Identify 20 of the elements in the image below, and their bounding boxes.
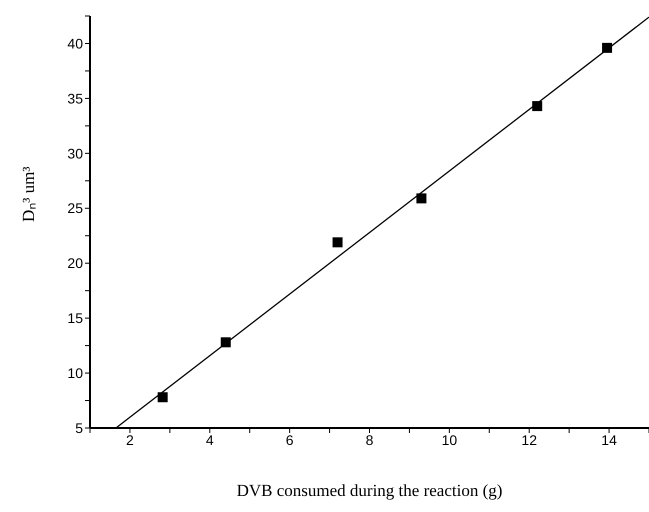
point bbox=[416, 193, 426, 204]
x-tick-label: 10 bbox=[442, 432, 458, 448]
x-tick-label: 8 bbox=[366, 432, 374, 448]
y-tick-label: 35 bbox=[67, 90, 84, 106]
y-tick-label: 5 bbox=[75, 420, 84, 436]
y-tick-label: 10 bbox=[67, 365, 84, 382]
y-tick-label: 30 bbox=[67, 145, 84, 162]
x-tick-label: 2 bbox=[126, 432, 134, 448]
y-tick-label: 25 bbox=[67, 200, 84, 216]
x-tick-label: 6 bbox=[286, 432, 294, 448]
x-axis-title: DVB consumed during the reaction (g) bbox=[236, 481, 502, 500]
y-tick-label: 40 bbox=[67, 35, 84, 52]
point bbox=[332, 237, 343, 248]
y-tick-label: 15 bbox=[67, 310, 84, 326]
x-tick-label: 14 bbox=[601, 432, 618, 448]
y-axis-title: Dₙ³ um³ bbox=[19, 166, 38, 222]
y-tick-label: 20 bbox=[67, 255, 84, 272]
x-tick-label: 12 bbox=[521, 432, 538, 448]
x-tick-label: 4 bbox=[206, 432, 214, 448]
point bbox=[158, 392, 168, 402]
